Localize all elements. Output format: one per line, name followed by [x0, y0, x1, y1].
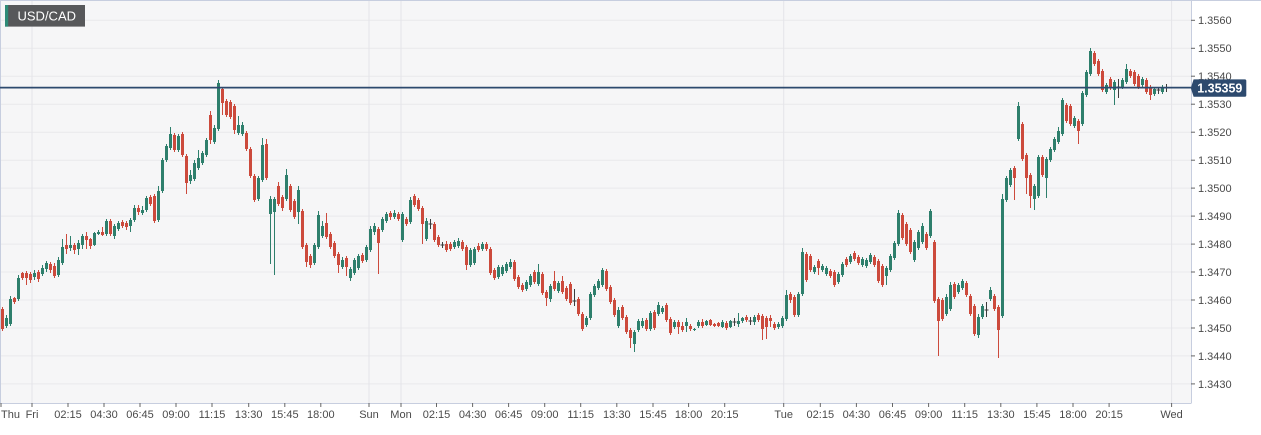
svg-text:Wed: Wed	[1160, 409, 1182, 421]
svg-text:06:45: 06:45	[126, 409, 154, 421]
svg-text:1.3430: 1.3430	[1198, 379, 1232, 391]
svg-text:1.3560: 1.3560	[1198, 15, 1232, 27]
svg-text:Mon: Mon	[390, 409, 411, 421]
svg-text:11:15: 11:15	[199, 409, 226, 421]
svg-text:04:30: 04:30	[90, 409, 118, 421]
svg-text:06:45: 06:45	[879, 409, 907, 421]
svg-text:18:00: 18:00	[1059, 409, 1087, 421]
svg-text:1.3500: 1.3500	[1198, 183, 1232, 195]
svg-text:18:00: 18:00	[675, 409, 703, 421]
svg-text:02:15: 02:15	[54, 409, 82, 421]
svg-text:06:45: 06:45	[495, 409, 523, 421]
svg-text:13:30: 13:30	[235, 409, 263, 421]
svg-text:09:00: 09:00	[162, 409, 190, 421]
svg-text:1.3480: 1.3480	[1198, 239, 1232, 251]
svg-text:1.3510: 1.3510	[1198, 155, 1232, 167]
svg-text:Tue: Tue	[774, 409, 793, 421]
svg-text:Fri: Fri	[26, 409, 39, 421]
svg-text:15:45: 15:45	[271, 409, 299, 421]
svg-text:09:00: 09:00	[531, 409, 559, 421]
svg-text:USD/CAD: USD/CAD	[18, 8, 77, 23]
svg-text:1.3530: 1.3530	[1198, 99, 1232, 111]
svg-text:11:15: 11:15	[567, 409, 594, 421]
svg-text:20:15: 20:15	[1095, 409, 1123, 421]
svg-text:04:30: 04:30	[843, 409, 871, 421]
svg-text:1.3450: 1.3450	[1198, 323, 1232, 335]
svg-text:02:15: 02:15	[807, 409, 835, 421]
svg-text:04:30: 04:30	[459, 409, 487, 421]
svg-text:13:30: 13:30	[603, 409, 631, 421]
svg-text:15:45: 15:45	[639, 409, 667, 421]
svg-text:02:15: 02:15	[423, 409, 451, 421]
svg-text:11:15: 11:15	[951, 409, 978, 421]
svg-text:09:00: 09:00	[915, 409, 943, 421]
svg-text:1.3520: 1.3520	[1198, 127, 1232, 139]
svg-text:18:00: 18:00	[307, 409, 335, 421]
svg-text:1.3470: 1.3470	[1198, 267, 1232, 279]
svg-text:20:15: 20:15	[711, 409, 739, 421]
svg-text:13:30: 13:30	[987, 409, 1015, 421]
svg-text:Thu: Thu	[1, 409, 20, 421]
svg-text:1.3440: 1.3440	[1198, 351, 1232, 363]
svg-text:15:45: 15:45	[1023, 409, 1051, 421]
svg-text:Sun: Sun	[359, 409, 379, 421]
svg-text:1.3490: 1.3490	[1198, 211, 1232, 223]
svg-text:1.35359: 1.35359	[1197, 81, 1242, 95]
svg-text:1.3460: 1.3460	[1198, 295, 1232, 307]
svg-text:1.3550: 1.3550	[1198, 43, 1232, 55]
